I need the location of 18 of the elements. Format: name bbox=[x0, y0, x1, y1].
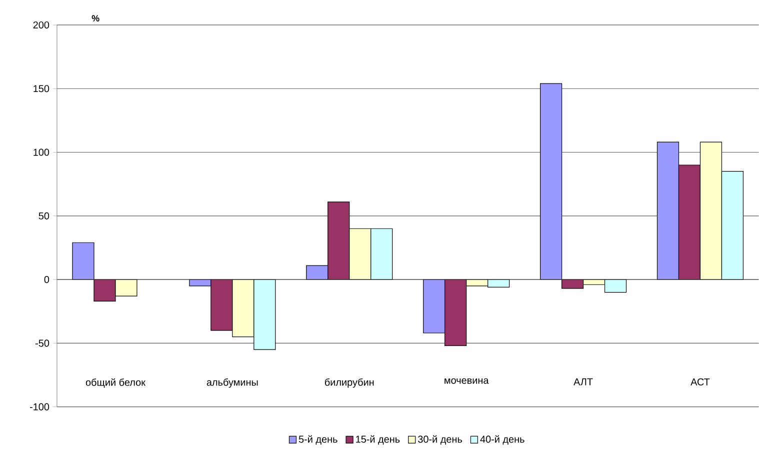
legend-label: 40-й день bbox=[480, 435, 524, 445]
y-tick-label: 100 bbox=[34, 148, 50, 156]
legend-label: 30-й день bbox=[418, 435, 462, 445]
y-tick-label: -50 bbox=[36, 340, 50, 347]
y-tick-label: -100 bbox=[30, 403, 50, 410]
y-tick-label: 200 bbox=[33, 22, 50, 29]
y-tick-label: 150 bbox=[34, 85, 50, 92]
x-tick-label: альбумины bbox=[206, 378, 258, 388]
y-axis-title: % bbox=[92, 15, 100, 22]
y-tick-label: 50 bbox=[38, 212, 50, 220]
legend-label: 15-й день bbox=[356, 435, 400, 445]
x-tick-label: АЛТ bbox=[574, 378, 593, 386]
x-tick-label: общий белок bbox=[86, 378, 146, 388]
x-tick-label: АСТ bbox=[690, 378, 710, 386]
y-tick-label: 0 bbox=[44, 276, 50, 284]
legend-label: 5-й день bbox=[298, 435, 338, 445]
x-tick-label: мочевина bbox=[444, 378, 489, 384]
x-tick-label: билирубин bbox=[324, 378, 374, 388]
